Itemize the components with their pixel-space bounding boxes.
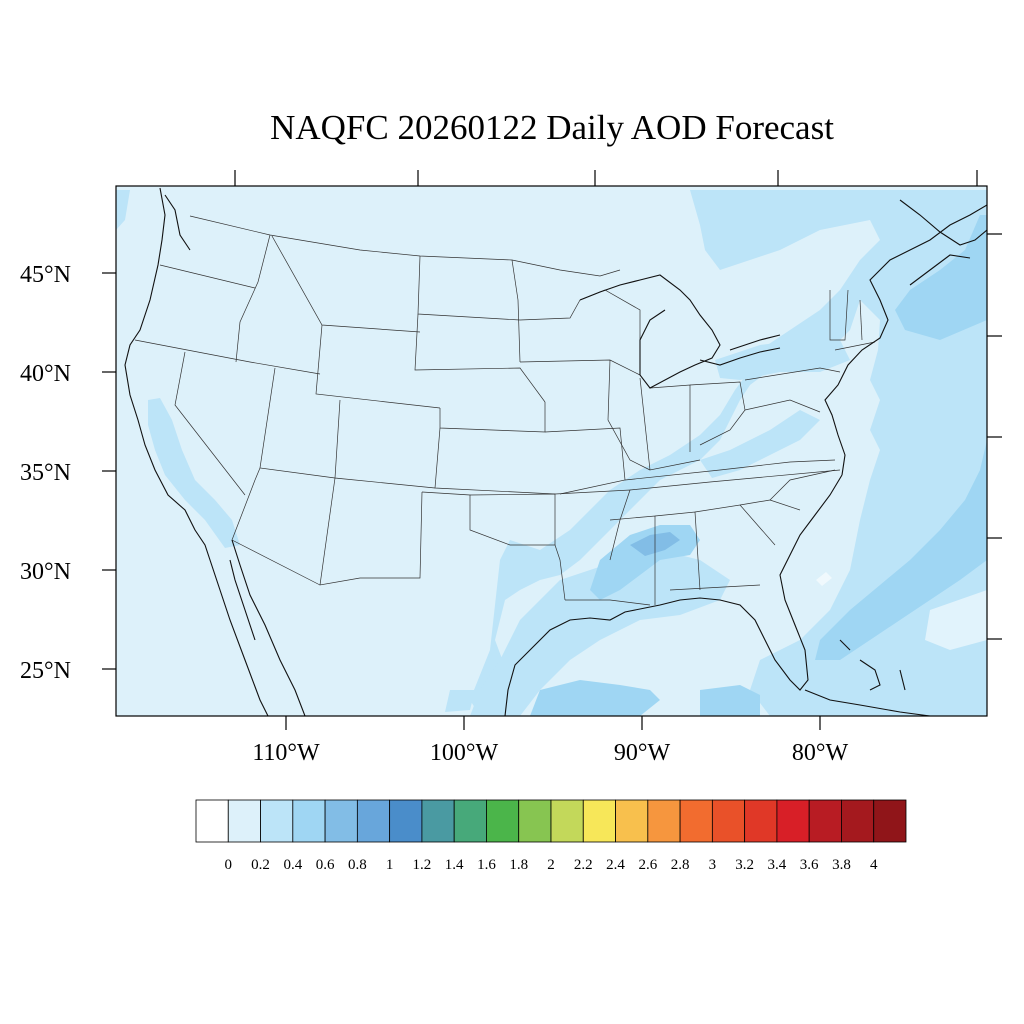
colorbar-tick-label: 4 (870, 857, 878, 873)
colorbar-swatch (227, 799, 261, 843)
colorbar-swatch (486, 799, 520, 843)
colorbar-tick-label: 2 (547, 857, 555, 873)
lat-label-35: 35°N (20, 460, 71, 486)
colorbar-tick-label: 3.4 (768, 857, 787, 873)
colorbar-tick-label: 3.6 (800, 857, 819, 873)
colorbar-tick-label: 1.2 (413, 857, 432, 873)
longitude-labels: 110°W 100°W 90°W 80°W (252, 740, 848, 766)
colorbar-swatch (518, 799, 552, 843)
lon-label-80w: 80°W (792, 740, 849, 766)
lat-label-40: 40°N (20, 361, 71, 387)
colorbar-tick-label: 2.8 (671, 857, 690, 873)
colorbar-swatch (582, 799, 616, 843)
colorbar-swatch (873, 799, 907, 843)
map-frame (115, 185, 988, 717)
colorbar-tick-label: 3.2 (735, 857, 754, 873)
colorbar-tick-label: 0.6 (316, 857, 335, 873)
axis-ticks (102, 170, 1002, 730)
colorbar-tick-label: 1.6 (477, 857, 496, 873)
colorbar-swatch (292, 799, 326, 843)
colorbar-tick-label: 3 (709, 857, 717, 873)
colorbar-swatch (324, 799, 358, 843)
colorbar-swatch (808, 799, 842, 843)
lon-label-90w: 90°W (614, 740, 671, 766)
coastlines (124, 187, 987, 716)
map-panel (116, 186, 987, 716)
colorbar-swatch (841, 799, 875, 843)
colorbar-tick-label: 0.2 (251, 857, 270, 873)
colorbar-tick-label: 1.4 (445, 857, 464, 873)
colorbar-tick-label: 1 (386, 857, 394, 873)
colorbar-swatch (260, 799, 294, 843)
colorbar-swatch (195, 799, 229, 843)
colorbar-swatch (356, 799, 391, 843)
colorbar-tick-label: 0.8 (348, 857, 367, 873)
aod-contour-0-0.2 (816, 572, 987, 650)
lat-label-30: 30°N (20, 559, 71, 585)
colorbar-tick-label: 2.6 (638, 857, 657, 873)
lat-label-25: 25°N (20, 658, 71, 684)
aod-contour-0.2-0.4 (116, 190, 987, 716)
lon-label-100w: 100°W (430, 740, 499, 766)
colorbar-tick-label: 0 (225, 857, 233, 873)
colorbar-swatch (453, 799, 487, 843)
latitude-labels: 45°N 40°N 35°N 30°N 25°N (20, 262, 71, 684)
colorbar-tick-label: 2.2 (574, 857, 593, 873)
lat-label-45: 45°N (20, 262, 71, 288)
colorbar-swatch (389, 799, 423, 843)
colorbar-swatch (647, 799, 681, 843)
colorbar-swatch (615, 799, 649, 843)
lon-label-110w: 110°W (252, 740, 320, 766)
colorbar-swatch (711, 799, 746, 843)
colorbar-swatch (550, 799, 584, 843)
map-title: NAQFC 20260122 Daily AOD Forecast (270, 108, 834, 147)
colorbar-swatch (776, 799, 810, 843)
colorbar-tick-label: 2.4 (606, 857, 625, 873)
state-boundaries (134, 215, 876, 606)
colorbar-tick-label: 1.8 (509, 857, 528, 873)
colorbar-tick-label: 0.4 (283, 857, 302, 873)
colorbar-swatch (421, 799, 455, 843)
colorbar: 0 0.2 0.4 0.6 0.8 1 1.2 1.4 1.6 1.8 2 2.2 2.4 2.6 2.8 3… (195, 799, 907, 873)
colorbar-swatch (679, 799, 713, 843)
colorbar-swatch (744, 799, 778, 843)
colorbar-tick-label: 3.8 (832, 857, 851, 873)
